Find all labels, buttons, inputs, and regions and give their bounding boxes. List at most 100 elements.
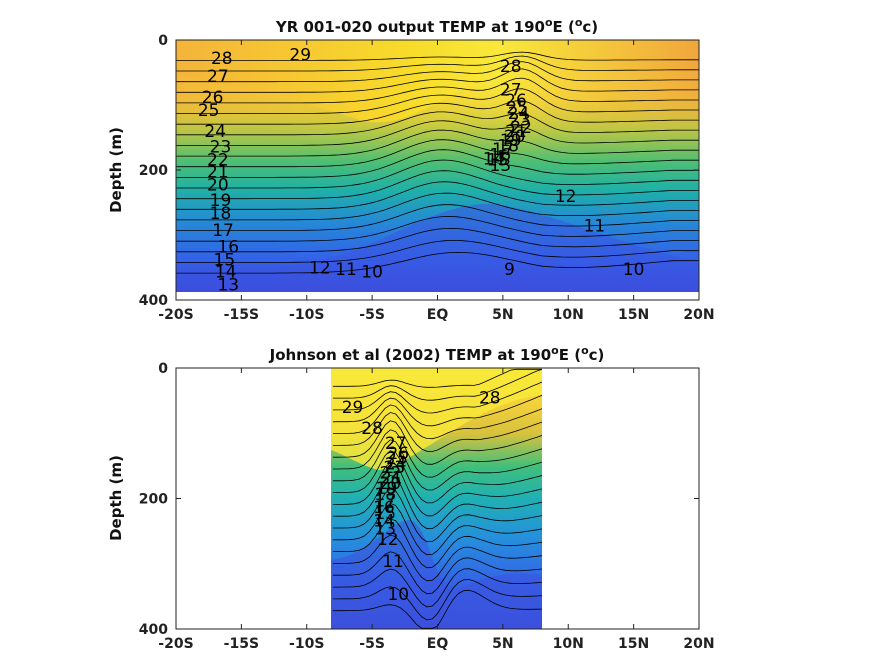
contour-label: 21: [207, 162, 229, 182]
chart-title: Johnson et al (2002) TEMP at 190oE (oc): [269, 344, 605, 364]
contour-label: 20: [380, 474, 402, 494]
contour-label: 23: [509, 110, 531, 130]
contour-line: [176, 100, 699, 125]
contour-line: [176, 149, 699, 178]
contour-label: 13: [217, 275, 239, 295]
temperature-fill-deep: [331, 520, 542, 629]
contour-label: 14: [483, 149, 505, 169]
y-axis-label: Depth (m): [107, 127, 125, 213]
contour-label: 24: [508, 104, 530, 124]
x-tick-label: -20S: [158, 636, 193, 652]
x-axis: -20S -15S -10S -5S EQ 5N 10N 15N 20N: [158, 40, 715, 323]
contour-label: 15: [214, 251, 236, 271]
x-tick-label: -15S: [224, 636, 259, 652]
contour-label: 20: [504, 127, 526, 147]
contour-lines: [176, 51, 699, 274]
contour-label: 26: [505, 91, 527, 111]
contour-label: 18: [374, 485, 396, 505]
contour-label: 12: [377, 530, 399, 550]
contour-label: 12: [555, 187, 577, 207]
x-tick-label: -10S: [289, 307, 324, 323]
contour-label: 18: [210, 204, 232, 224]
contour-label: 29: [289, 45, 311, 65]
contour-line: [176, 204, 699, 231]
contour-label: 12: [309, 259, 331, 279]
x-tick-label: -5S: [359, 307, 385, 323]
contour-label: 13: [489, 156, 511, 176]
contour-line: [176, 129, 699, 157]
panel-johnson-observations: Johnson et al (2002) TEMP at 190oE (oc) …: [107, 344, 715, 652]
contour-line: [332, 429, 542, 478]
contour-label: 10: [623, 260, 645, 280]
contour-label: 15: [487, 151, 509, 171]
x-tick-label: 10N: [553, 307, 584, 323]
contour-label: 23: [384, 458, 406, 478]
contour-line: [176, 111, 699, 136]
contour-label: 14: [373, 512, 395, 532]
contour-line: [176, 55, 699, 72]
contour-label: 19: [376, 479, 398, 499]
contour-label: 22: [207, 151, 229, 171]
contour-label: 15: [374, 504, 396, 524]
contour-line: [332, 412, 542, 452]
contour-line: [176, 61, 699, 83]
contour-label: 25: [386, 449, 408, 469]
x-tick-label: 10N: [553, 636, 584, 652]
contour-label: 29: [342, 398, 364, 418]
contour-label: 16: [373, 498, 395, 518]
contour-line: [176, 227, 699, 253]
panel-model-output: YR 001-020 output TEMP at 190oE (oc) 29 2…: [107, 16, 715, 323]
contour-line: [332, 404, 542, 440]
x-tick-label: 5N: [492, 636, 513, 652]
contour-label: 28: [479, 388, 501, 408]
contour-label: 14: [215, 262, 237, 282]
contour-line: [176, 170, 699, 200]
contour-label: 28: [211, 49, 233, 69]
contour-line: [176, 159, 699, 189]
contour-line: [332, 518, 542, 569]
x-tick-label: -15S: [224, 307, 259, 323]
y-axis-label: Depth (m): [107, 455, 125, 541]
y-tick-label: 200: [139, 492, 168, 508]
contour-label: 17: [492, 140, 514, 160]
chart-title: YR 001-020 output TEMP at 190oE (oc): [275, 16, 598, 36]
contour-label: 19: [500, 131, 522, 151]
x-tick-label: 20N: [683, 636, 714, 652]
contour-label: 16: [489, 145, 511, 165]
y-tick-label: 0: [158, 33, 168, 49]
contour-line: [332, 474, 542, 530]
contour-label: 24: [204, 122, 226, 142]
x-tick-label: -10S: [289, 636, 324, 652]
contour-line: [332, 534, 542, 582]
contour-label: 17: [212, 221, 234, 241]
x-tick-label: 5N: [492, 307, 513, 323]
contour-line: [176, 215, 699, 242]
contour-label: 21: [381, 469, 403, 489]
contour-label: 10: [361, 262, 383, 282]
contour-line: [176, 240, 699, 263]
contour-label: 16: [217, 238, 239, 258]
contour-line: [332, 394, 542, 427]
contour-label: 27: [207, 67, 229, 87]
contour-label: 11: [584, 216, 606, 236]
contour-line: [332, 551, 542, 595]
contour-line: [176, 88, 699, 114]
contour-label: 20: [207, 175, 229, 195]
contour-label: 19: [210, 191, 232, 211]
x-tick-label: EQ: [427, 307, 449, 323]
y-tick-label: 400: [139, 293, 168, 309]
contour-line: [176, 120, 699, 146]
contour-line: [332, 368, 542, 388]
contour-line: [332, 420, 542, 465]
temperature-fill-upwelling: [331, 368, 542, 470]
contour-label: 22: [510, 118, 532, 138]
contour-label: 11: [382, 552, 404, 572]
contour-line: [176, 139, 699, 168]
contour-line: [332, 579, 542, 621]
contour-label: 17: [374, 491, 396, 511]
contour-line: [176, 192, 699, 221]
x-tick-label: EQ: [427, 636, 449, 652]
contour-label: 11: [335, 260, 357, 280]
